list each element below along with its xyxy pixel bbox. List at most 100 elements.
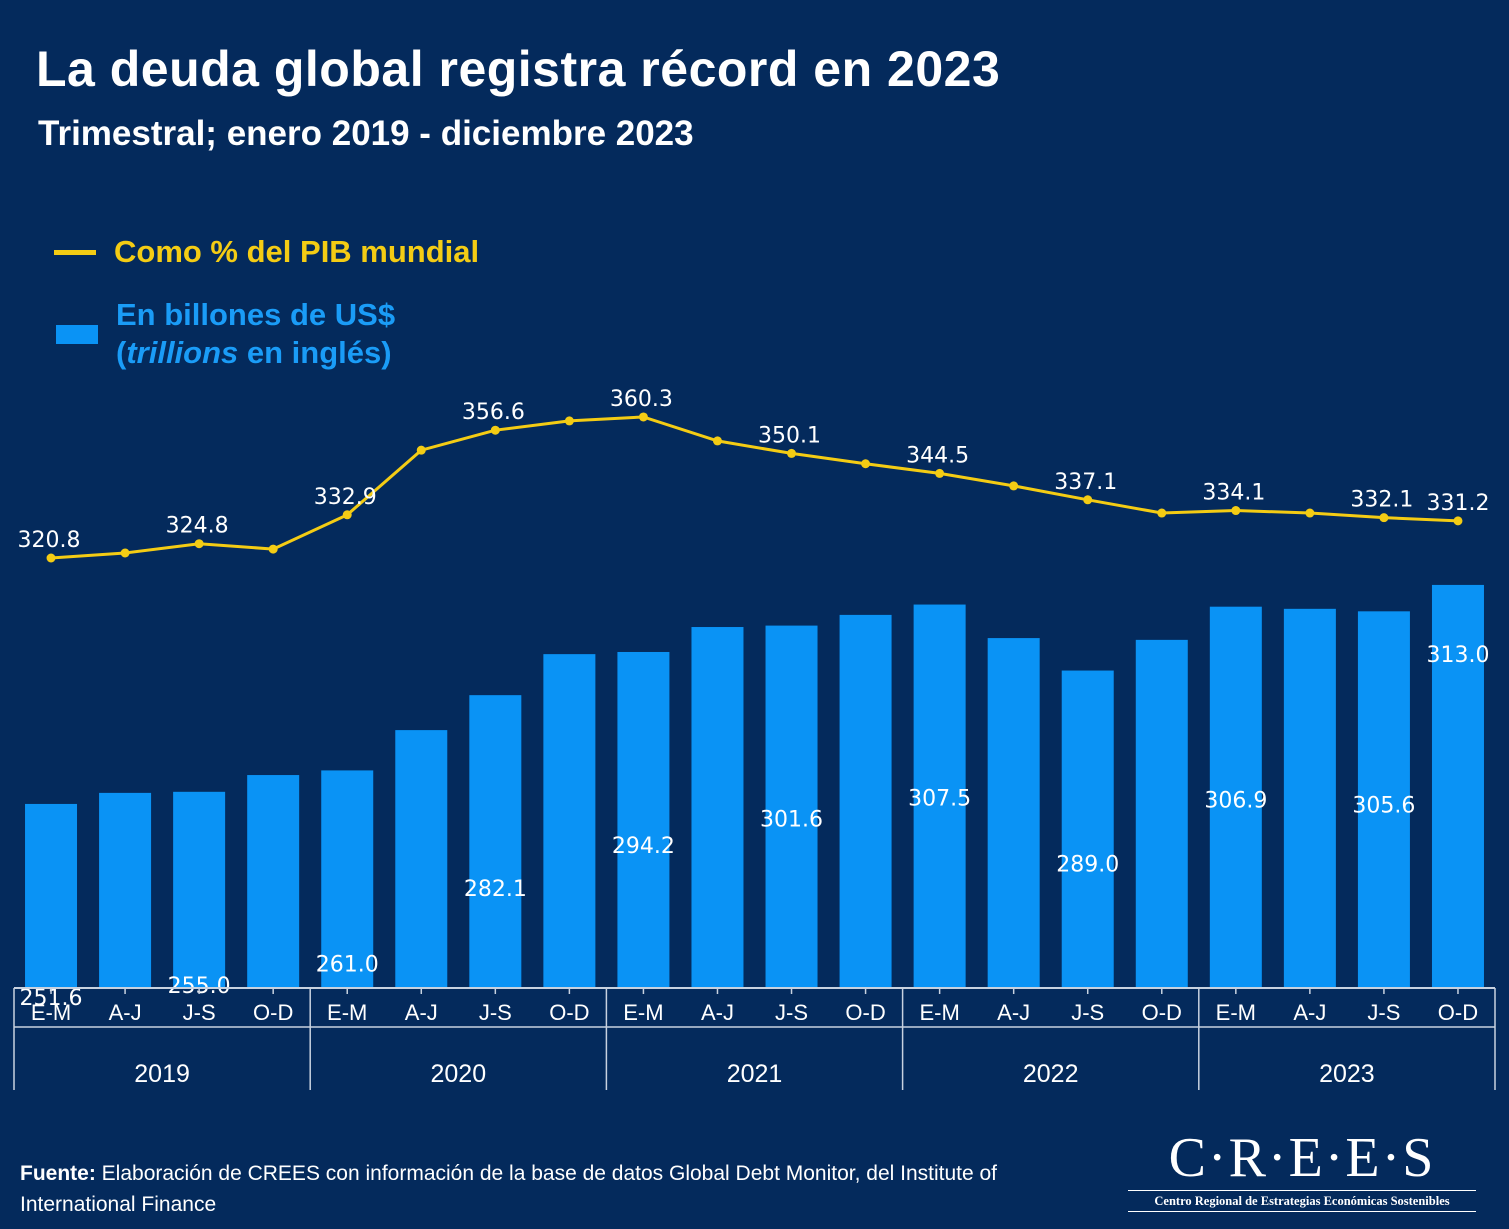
bar xyxy=(99,792,152,988)
x-group-label: 2020 xyxy=(430,1060,486,1088)
bar-series xyxy=(25,584,1484,988)
x-tick-label: E-M xyxy=(31,1000,71,1025)
line-point xyxy=(787,448,797,458)
legend-bar-italic: trillions xyxy=(126,335,239,370)
bar xyxy=(543,654,596,988)
bar-data-label: 306.9 xyxy=(1204,789,1267,814)
bar xyxy=(691,627,744,988)
line-data-label: 344.5 xyxy=(906,443,969,468)
bar xyxy=(1431,584,1484,988)
line-point xyxy=(490,425,500,435)
x-tick-label: J-S xyxy=(1367,1000,1400,1025)
bar-data-label: 305.6 xyxy=(1352,793,1415,818)
x-tick-label: J-S xyxy=(183,1000,216,1025)
bar xyxy=(617,651,670,988)
line-point xyxy=(1157,508,1167,518)
x-tick-label: A-J xyxy=(997,1000,1030,1025)
bar-data-label: 289.0 xyxy=(1056,853,1119,878)
line-data-label: 324.8 xyxy=(166,514,229,539)
line-point xyxy=(1305,508,1315,518)
line-point xyxy=(120,548,130,558)
x-tick-label: J-S xyxy=(479,1000,512,1025)
source-text: Elaboración de CREES con información de … xyxy=(20,1162,998,1216)
bar xyxy=(765,625,818,988)
bar xyxy=(1209,606,1262,988)
line-data-label: 356.6 xyxy=(462,400,525,425)
legend-line-swatch xyxy=(54,249,96,255)
line-point xyxy=(46,553,56,563)
legend-line-label: Como % del PIB mundial xyxy=(114,234,480,269)
logo-tagline: Centro Regional de Estrategias Económica… xyxy=(1154,1194,1450,1208)
bar xyxy=(839,614,892,988)
line-point xyxy=(712,436,722,446)
line-point xyxy=(861,459,871,469)
x-tick-label: J-S xyxy=(775,1000,808,1025)
bar-data-label: 294.2 xyxy=(612,834,675,859)
line-point xyxy=(638,412,648,422)
x-tick-label: O-D xyxy=(549,1000,589,1025)
line-point xyxy=(1379,513,1389,523)
line-data-label: 331.2 xyxy=(1426,491,1489,516)
x-tick-label: E-M xyxy=(1216,1000,1256,1025)
x-tick-label: E-M xyxy=(919,1000,959,1025)
crees-logo: C·R·E·E·S Centro Regional de Estrategias… xyxy=(1128,1128,1476,1214)
legend-bar-rest: en inglés) xyxy=(238,335,392,370)
line-point xyxy=(935,468,945,478)
x-tick-label: A-J xyxy=(701,1000,734,1025)
x-tick-label: J-S xyxy=(1071,1000,1104,1025)
x-tick-label: A-J xyxy=(405,1000,438,1025)
bar-data-label: 255.0 xyxy=(168,974,231,999)
bar xyxy=(1357,611,1410,988)
logo-rule-bottom xyxy=(1128,1211,1476,1212)
legend-bar-paren: ( xyxy=(116,335,127,370)
bar xyxy=(1283,608,1336,988)
line-point xyxy=(564,416,574,426)
x-group-label: 2019 xyxy=(134,1060,190,1088)
x-group-label: 2021 xyxy=(727,1060,783,1088)
source-label: Fuente: xyxy=(20,1162,96,1185)
bar xyxy=(395,730,448,988)
bar-data-label: 307.5 xyxy=(908,787,971,812)
line-point xyxy=(1009,481,1019,491)
bar-data-label: 301.6 xyxy=(760,808,823,833)
line-point xyxy=(194,539,204,549)
legend-bar-label-line1: En billones de US$ xyxy=(116,297,396,332)
legend-bar-label: En billones de US$ (trillions en inglés) xyxy=(116,296,395,372)
bar xyxy=(987,638,1040,988)
x-group-label: 2022 xyxy=(1023,1060,1079,1088)
line-data-label: 360.3 xyxy=(610,387,673,412)
bar xyxy=(25,803,78,988)
bar xyxy=(469,695,522,988)
line-data-label: 320.8 xyxy=(18,528,81,553)
bar xyxy=(1135,639,1188,988)
line-point xyxy=(1083,495,1093,505)
x-group-label: 2023 xyxy=(1319,1060,1375,1088)
x-tick-label: A-J xyxy=(109,1000,142,1025)
chart-subtitle: Trimestral; enero 2019 - diciembre 2023 xyxy=(38,114,694,153)
chart-title: La deuda global registra récord en 2023 xyxy=(36,41,1001,97)
line-point xyxy=(342,510,352,520)
line-series xyxy=(46,412,1463,563)
legend-item-bar: En billones de US$ (trillions en inglés) xyxy=(56,296,395,372)
line-data-label: 334.1 xyxy=(1202,481,1265,506)
logo-wordmark: C·R·E·E·S xyxy=(1168,1127,1436,1189)
bar xyxy=(247,775,300,988)
x-tick-label: O-D xyxy=(253,1000,293,1025)
x-tick-label: O-D xyxy=(845,1000,885,1025)
bar-data-label: 261.0 xyxy=(316,952,379,977)
bar-data-label: 313.0 xyxy=(1426,643,1489,668)
source-note: Fuente: Elaboración de CREES con informa… xyxy=(20,1158,1100,1220)
bar xyxy=(321,770,374,988)
x-tick-label: O-D xyxy=(1438,1000,1478,1025)
line-point xyxy=(416,445,426,455)
x-tick-label: E-M xyxy=(623,1000,663,1025)
logo-rule-top xyxy=(1128,1190,1476,1191)
legend-bar-swatch xyxy=(56,324,98,344)
line-point xyxy=(1231,506,1241,516)
line-point xyxy=(268,544,278,554)
bar xyxy=(173,791,226,988)
legend-item-line: Como % del PIB mundial xyxy=(54,234,479,270)
line-data-label: 332.9 xyxy=(314,485,377,510)
line-point xyxy=(1453,516,1463,526)
